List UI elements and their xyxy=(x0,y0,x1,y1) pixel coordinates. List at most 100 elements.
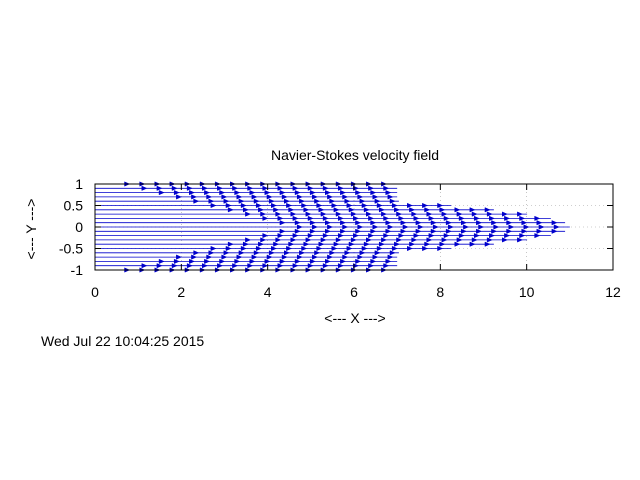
velocity-arrow xyxy=(191,254,198,260)
velocity-arrow xyxy=(320,211,327,217)
velocity-arrow xyxy=(348,241,355,247)
velocity-arrow xyxy=(432,224,439,230)
velocity-arrow xyxy=(391,245,398,252)
velocity-arrow xyxy=(409,241,416,247)
velocity-arrow xyxy=(342,224,349,230)
velocity-arrow xyxy=(456,211,463,217)
velocity-arrow xyxy=(391,202,398,209)
velocity-arrow xyxy=(366,237,372,243)
velocity-arrow xyxy=(234,190,241,196)
velocity-arrow xyxy=(141,185,148,191)
velocity-arrow xyxy=(327,224,334,230)
velocity-arrow xyxy=(294,258,301,264)
velocity-arrow xyxy=(208,250,215,256)
velocity-arrow xyxy=(333,207,340,213)
velocity-arrow xyxy=(279,258,286,264)
velocity-arrow xyxy=(156,263,163,269)
velocity-arrow xyxy=(288,241,295,247)
velocity-arrow xyxy=(534,233,541,239)
velocity-arrow xyxy=(538,224,545,230)
velocity-arrow xyxy=(171,185,178,191)
velocity-arrow xyxy=(385,258,392,264)
velocity-arrow xyxy=(394,241,400,247)
velocity-arrow xyxy=(305,211,312,217)
velocity-arrow xyxy=(387,254,394,260)
velocity-arrow xyxy=(374,198,381,204)
velocity-arrow xyxy=(383,263,390,269)
velocity-arrow xyxy=(242,241,249,247)
timestamp: Wed Jul 22 10:04:25 2015 xyxy=(41,333,204,349)
velocity-arrow xyxy=(286,202,293,209)
velocity-arrow xyxy=(478,224,485,230)
velocity-arrow xyxy=(350,211,357,217)
velocity-arrow xyxy=(251,194,258,200)
velocity-arrow xyxy=(348,207,355,213)
velocity-arrow xyxy=(325,220,331,226)
velocity-arrow xyxy=(201,185,208,191)
velocity-arrow xyxy=(232,185,239,191)
velocity-arrow xyxy=(219,190,226,196)
velocity-arrow xyxy=(301,245,308,252)
velocity-arrow xyxy=(340,220,346,226)
y-tick-label: -0.5 xyxy=(59,241,83,257)
velocity-arrow xyxy=(519,233,526,239)
velocity-arrow xyxy=(186,263,193,269)
velocity-arrow xyxy=(176,254,182,260)
velocity-arrow xyxy=(234,258,241,264)
velocity-arrow xyxy=(322,185,329,191)
velocity-arrow xyxy=(191,194,198,200)
velocity-arrow xyxy=(227,241,234,247)
velocity-arrow xyxy=(296,194,303,200)
velocity-arrow xyxy=(301,202,308,209)
velocity-arrow xyxy=(383,233,390,239)
velocity-arrow xyxy=(340,258,346,264)
velocity-arrow xyxy=(536,228,543,234)
velocity-arrow xyxy=(387,224,394,230)
velocity-arrow xyxy=(376,245,383,252)
velocity-arrow xyxy=(268,198,275,204)
velocity-arrow xyxy=(426,211,433,217)
velocity-arrow xyxy=(346,245,353,252)
velocity-arrow xyxy=(253,198,260,204)
velocity-arrow xyxy=(471,211,478,217)
velocity-arrow xyxy=(141,263,148,269)
velocity-arrow xyxy=(290,237,297,243)
velocity-arrow xyxy=(441,237,448,243)
velocity-arrow xyxy=(335,211,342,217)
velocity-arrow xyxy=(331,202,338,209)
velocity-arrow xyxy=(417,224,424,230)
velocity-arrow xyxy=(437,202,444,209)
velocity-arrow xyxy=(337,215,344,221)
velocity-arrow xyxy=(312,254,318,260)
velocity-arrow xyxy=(258,207,264,213)
chart-title: Navier-Stokes velocity field xyxy=(271,147,439,163)
velocity-arrow xyxy=(443,215,450,221)
velocity-arrow xyxy=(521,220,528,226)
velocity-arrow xyxy=(368,233,375,239)
velocity-arrow xyxy=(158,190,165,196)
velocity-arrow xyxy=(359,250,366,256)
velocity-arrow xyxy=(553,224,560,230)
velocity-arrow xyxy=(309,190,316,196)
velocity-arrow xyxy=(322,215,329,221)
velocity-arrow xyxy=(504,215,511,221)
velocity-arrow xyxy=(370,258,377,264)
velocity-arrow xyxy=(305,237,312,243)
velocity-arrow xyxy=(460,228,467,234)
velocity-arrow xyxy=(294,228,301,234)
velocity-arrow xyxy=(506,228,513,234)
velocity-arrow xyxy=(363,241,370,247)
velocity-arrow xyxy=(337,233,344,239)
velocity-arrow xyxy=(318,207,325,213)
velocity-arrow xyxy=(279,220,286,226)
axis-ticks: 0 2 4 6 8 10 12 1 0.5 0 -0.5 -1 xyxy=(59,176,621,300)
velocity-arrow xyxy=(370,220,377,226)
velocity-arrow xyxy=(247,263,254,269)
velocity-arrow xyxy=(424,207,431,213)
velocity-arrow xyxy=(271,245,277,252)
velocity-arrow xyxy=(491,220,498,226)
velocity-arrow xyxy=(156,185,163,191)
velocity-arrow xyxy=(460,220,467,226)
velocity-arrow xyxy=(221,254,228,260)
velocity-arrow xyxy=(484,207,491,213)
